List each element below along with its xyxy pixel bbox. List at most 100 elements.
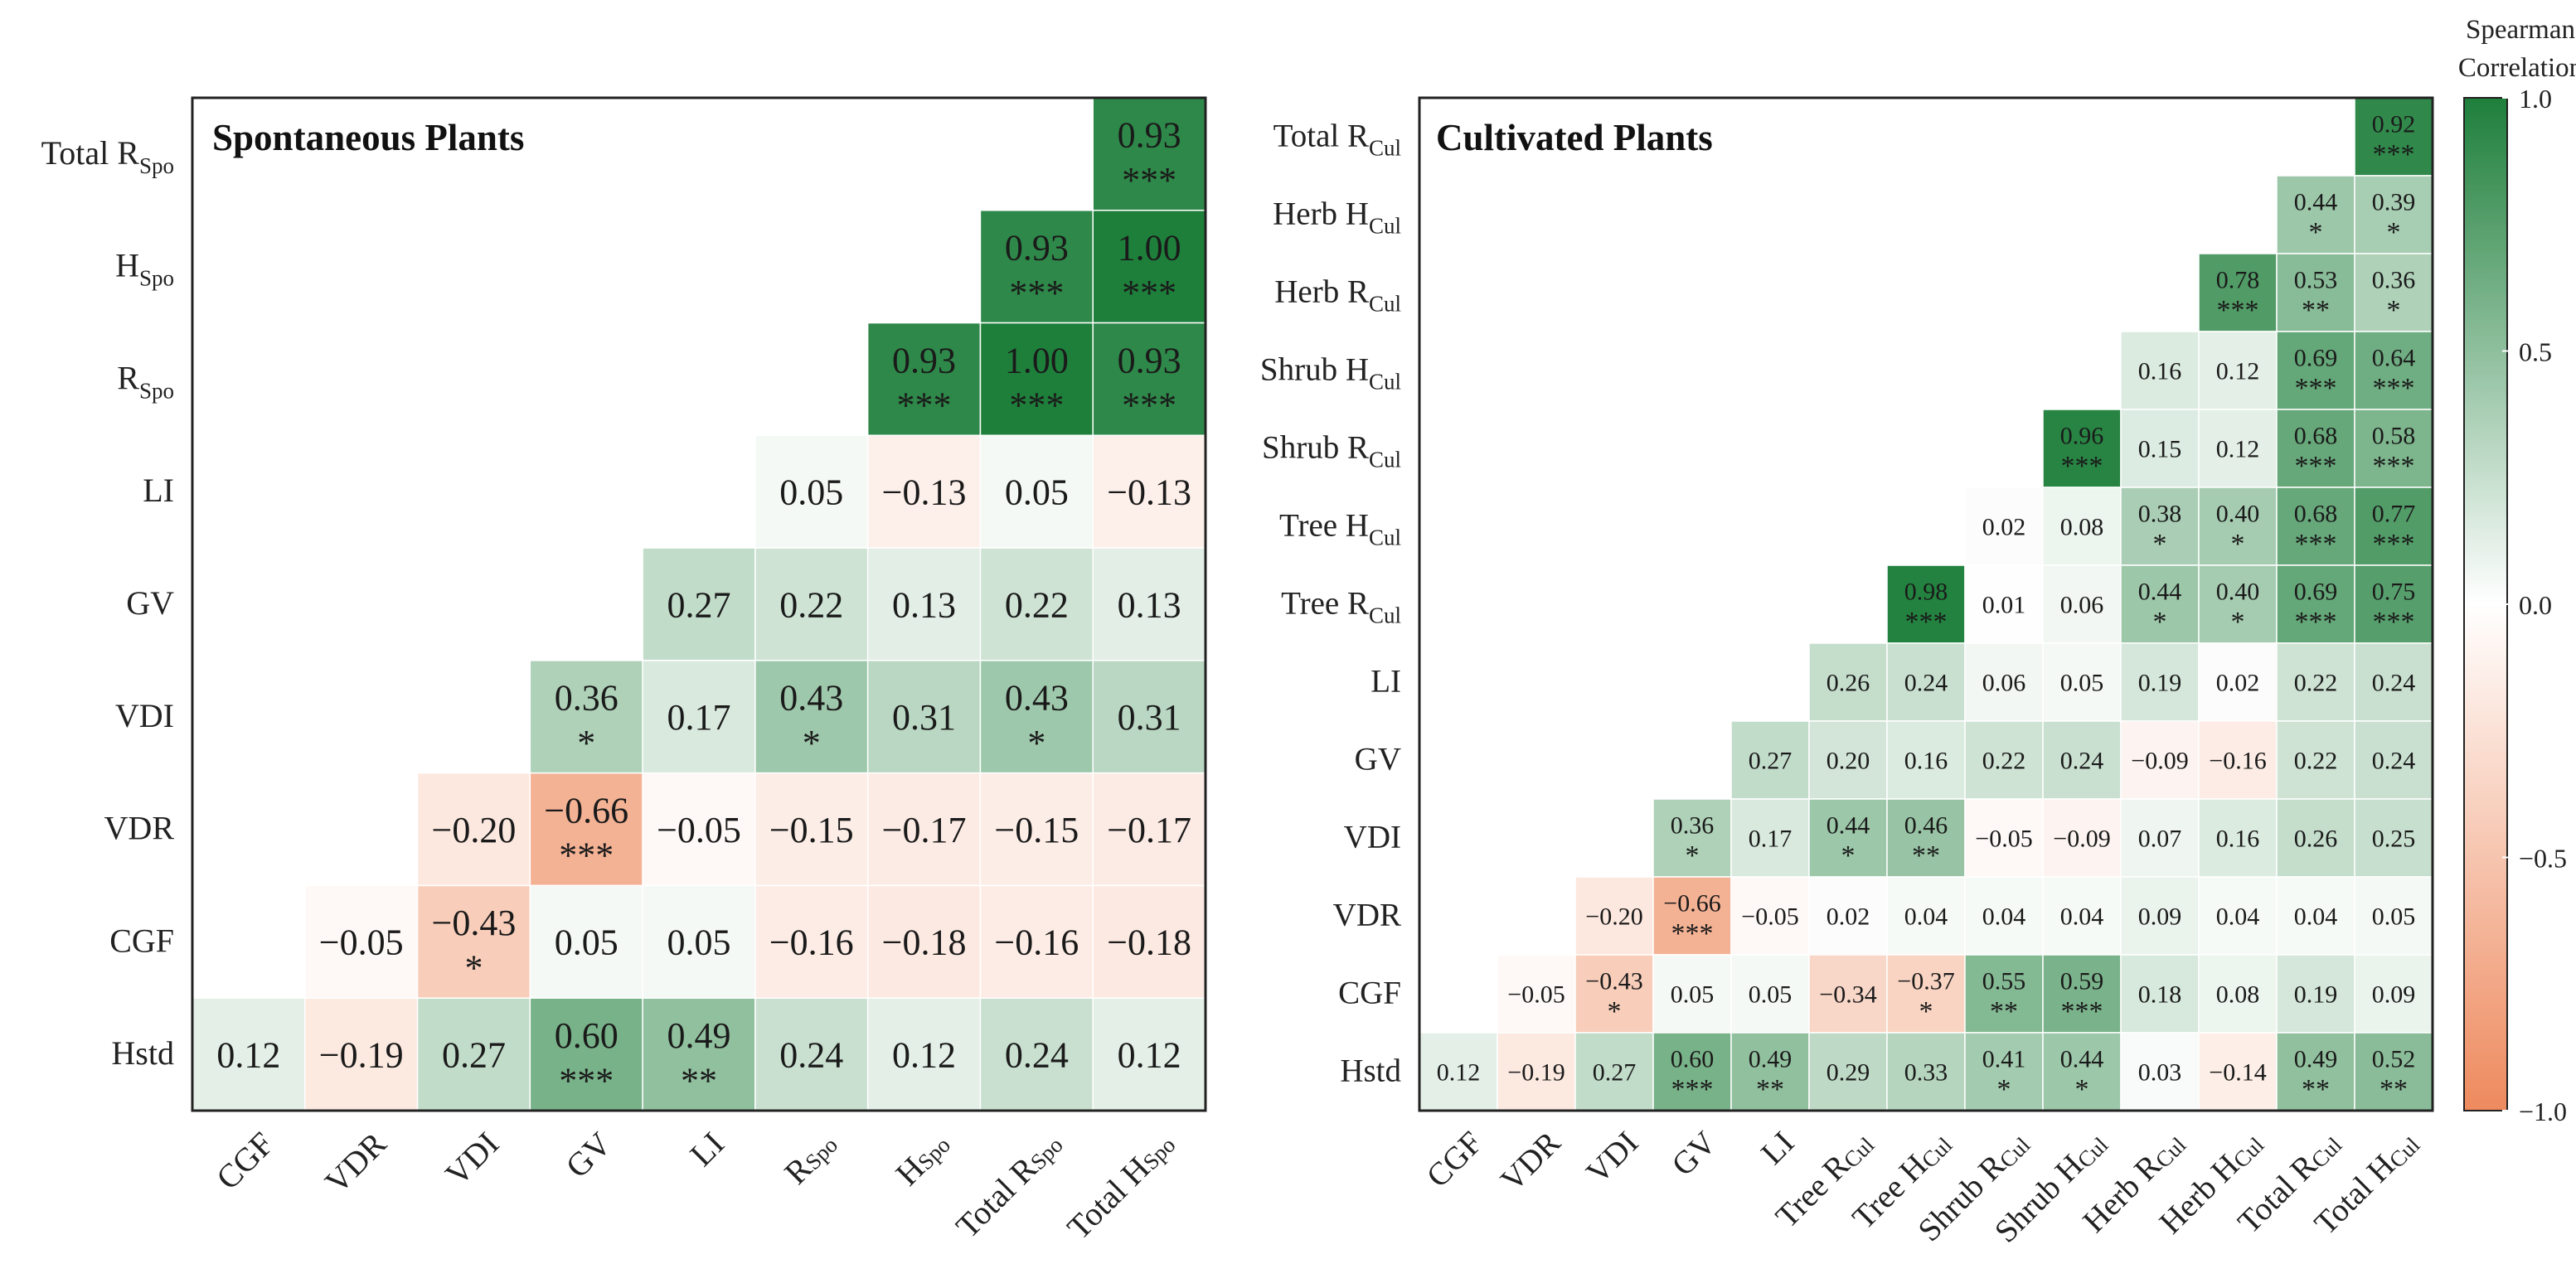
spontaneous-cells: 0.93***0.93***1.00***0.93***1.00***0.93*… <box>192 97 1206 1111</box>
heatmap-cell <box>1652 876 1732 956</box>
heatmap-cell <box>1964 487 2044 566</box>
heatmap-cell <box>2276 642 2355 722</box>
heatmap-cell <box>1730 720 1810 800</box>
x-axis-label: GV <box>558 1125 619 1185</box>
heatmap-cell <box>866 997 982 1111</box>
heatmap-cell <box>2354 175 2433 254</box>
cell-value-label: 0.38 <box>2138 500 2182 527</box>
cell-value-label: 0.04 <box>2060 903 2104 931</box>
cell-value-label: 0.44 <box>2138 578 2182 605</box>
cell-significance-label: *** <box>2061 451 2103 482</box>
y-axis-label: Hstd <box>111 1034 174 1072</box>
cell-value-label: 0.07 <box>2138 826 2182 853</box>
cell-value-label: 0.36 <box>1671 811 1715 839</box>
heatmap-cell <box>866 434 982 549</box>
cell-value-label: 0.44 <box>1826 811 1870 839</box>
cell-value-label: 0.55 <box>1982 967 2026 995</box>
colorbar-tick-label: −0.5 <box>2519 844 2567 874</box>
x-axis-label: CGF <box>1420 1125 1490 1194</box>
cell-significance-label: * <box>1997 1074 2011 1105</box>
cell-significance-label: *** <box>2373 373 2415 404</box>
colorbar-tick-label: −1.0 <box>2519 1097 2567 1126</box>
heatmap-cell <box>754 772 869 887</box>
cell-significance-label: *** <box>2295 529 2337 559</box>
cell-value-label: 0.12 <box>2216 358 2260 385</box>
cell-significance-label: ** <box>1756 1074 1784 1105</box>
cell-value-label: −0.66 <box>1663 889 1720 917</box>
y-axis-label: Hstd <box>1340 1053 1401 1089</box>
cell-value-label: 1.00 <box>1118 228 1181 269</box>
heatmap-cell <box>2354 564 2433 644</box>
cell-significance-label: *** <box>1122 385 1176 426</box>
heatmap-cell <box>1886 1032 1966 1111</box>
heatmap-cell <box>754 660 869 774</box>
cell-value-label: −0.05 <box>657 810 741 850</box>
heatmap-cell <box>2198 409 2278 488</box>
cultivated-plot-frame <box>1418 96 2434 1112</box>
cell-value-label: 0.31 <box>892 697 956 738</box>
cell-value-label: 0.68 <box>2294 500 2338 527</box>
cell-significance-label: *** <box>2373 451 2415 482</box>
cell-significance-label: *** <box>2061 996 2103 1027</box>
cell-value-label: 0.44 <box>2294 188 2338 215</box>
heatmap-cell <box>2354 331 2433 410</box>
cell-value-label: −0.15 <box>994 810 1079 850</box>
heatmap-cell <box>1574 954 1654 1034</box>
cell-value-label: 0.05 <box>1749 981 1793 1009</box>
heatmap-cell <box>1964 954 2044 1034</box>
heatmap-cell <box>1886 798 1966 878</box>
heatmap-cell <box>416 772 531 887</box>
heatmap-cell <box>1092 547 1206 661</box>
x-axis-label: VDI <box>438 1125 506 1193</box>
heatmap-cell <box>2354 954 2433 1034</box>
colorbar-ticks: 1.0 0.5 0.0 −0.5 −1.0 <box>2502 84 2567 1126</box>
cell-value-label: 0.43 <box>779 678 843 719</box>
cell-value-label: −0.15 <box>769 810 854 850</box>
cell-significance-label: * <box>1841 840 1856 871</box>
cell-value-label: 0.43 <box>1005 678 1069 719</box>
x-axis-label: Total RSpo <box>948 1125 1069 1245</box>
cell-value-label: 0.93 <box>1118 115 1181 156</box>
heatmap-cell <box>979 660 1094 774</box>
cell-value-label: 0.22 <box>1982 748 2026 775</box>
heatmap-cell <box>2198 331 2278 410</box>
heatmap-cell <box>1730 954 1810 1034</box>
heatmap-cell <box>2042 798 2122 878</box>
heatmap-cell <box>2354 487 2433 566</box>
heatmap-cell <box>2042 409 2122 488</box>
cell-value-label: 0.06 <box>2060 592 2104 619</box>
cell-value-label: 0.24 <box>2060 748 2104 775</box>
heatmap-cell <box>2120 798 2200 878</box>
y-axis-label: VDI <box>115 697 174 734</box>
cell-value-label: 0.27 <box>1593 1059 1637 1087</box>
heatmap-cell <box>529 884 643 999</box>
cell-significance-label: *** <box>2217 295 2259 326</box>
cell-value-label: 0.13 <box>892 584 956 625</box>
cell-significance-label: *** <box>1671 1074 1714 1105</box>
cell-value-label: 0.25 <box>2372 826 2416 853</box>
cell-significance-label: * <box>2309 217 2323 248</box>
cell-value-label: −0.05 <box>1975 826 2032 853</box>
cell-value-label: −0.43 <box>432 903 517 943</box>
heatmap-cell <box>2120 642 2200 722</box>
cell-value-label: −0.19 <box>1507 1059 1565 1087</box>
y-axis-label: Shrub RCul <box>1262 430 1401 472</box>
cell-value-label: −0.43 <box>1585 967 1642 995</box>
heatmap-cell <box>2120 1032 2200 1111</box>
heatmap-cell <box>1730 1032 1810 1111</box>
cell-value-label: 0.05 <box>555 922 619 963</box>
cell-value-label: 0.40 <box>2216 578 2260 605</box>
heatmap-cell <box>2198 487 2278 566</box>
cell-value-label: 0.22 <box>779 584 843 625</box>
cell-value-label: 0.75 <box>2372 578 2416 605</box>
cell-significance-label: ** <box>2302 1074 2330 1105</box>
heatmap-cell <box>2354 642 2433 722</box>
cell-significance-label: * <box>1608 996 1622 1027</box>
cell-value-label: −0.14 <box>2209 1059 2266 1087</box>
heatmap-cell <box>1964 564 2044 644</box>
heatmap-cell <box>304 997 419 1111</box>
cell-value-label: 0.93 <box>1118 340 1181 380</box>
cell-value-label: 0.93 <box>892 340 956 380</box>
